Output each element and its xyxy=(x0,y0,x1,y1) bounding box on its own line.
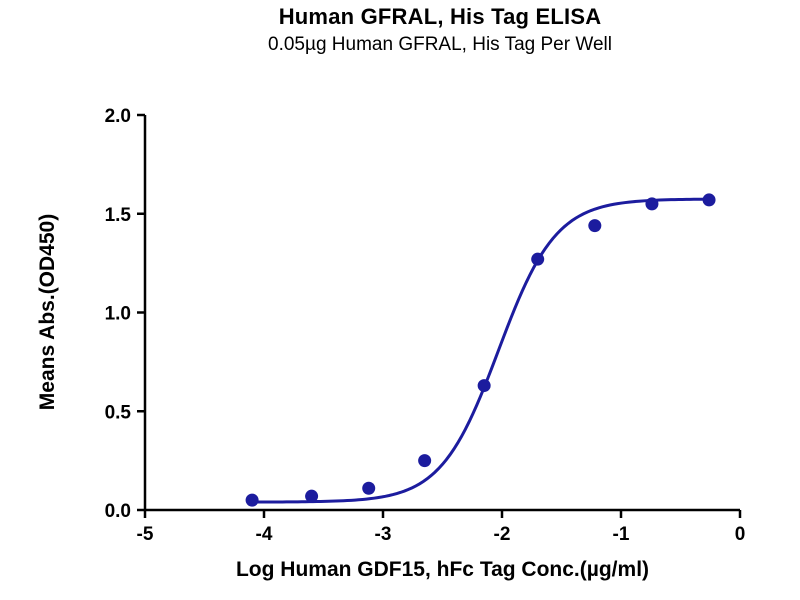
data-point xyxy=(362,481,376,495)
data-point xyxy=(418,454,432,468)
data-point xyxy=(245,493,259,507)
y-tick-label: 0.0 xyxy=(105,501,131,522)
data-point xyxy=(305,489,319,503)
data-point xyxy=(588,219,602,233)
x-axis-label: Log Human GDF15, hFc Tag Conc.(µg/ml) xyxy=(235,558,650,581)
y-tick-label: 2.0 xyxy=(105,106,131,127)
axis-lines xyxy=(143,115,740,512)
data-point xyxy=(477,379,491,393)
x-tick-label: -5 xyxy=(137,524,154,545)
fit-curve xyxy=(250,197,711,504)
x-tick-label: -2 xyxy=(494,524,511,545)
y-tick-label: 0.5 xyxy=(105,402,132,423)
chart-title: Human GFRAL, His Tag ELISA xyxy=(278,4,602,29)
x-tick-label: 0 xyxy=(735,524,746,545)
x-tick-label: -3 xyxy=(375,524,392,545)
data-point xyxy=(702,193,716,207)
y-tick-label: 1.0 xyxy=(105,304,131,325)
x-tick-label: -1 xyxy=(613,524,630,545)
x-tick-label: -4 xyxy=(256,524,273,545)
data-point xyxy=(531,252,545,266)
y-tick-label: 1.5 xyxy=(105,205,132,226)
chart-subtitle: 0.05µg Human GFRAL, His Tag Per Well xyxy=(268,34,612,55)
data-point xyxy=(645,197,659,211)
